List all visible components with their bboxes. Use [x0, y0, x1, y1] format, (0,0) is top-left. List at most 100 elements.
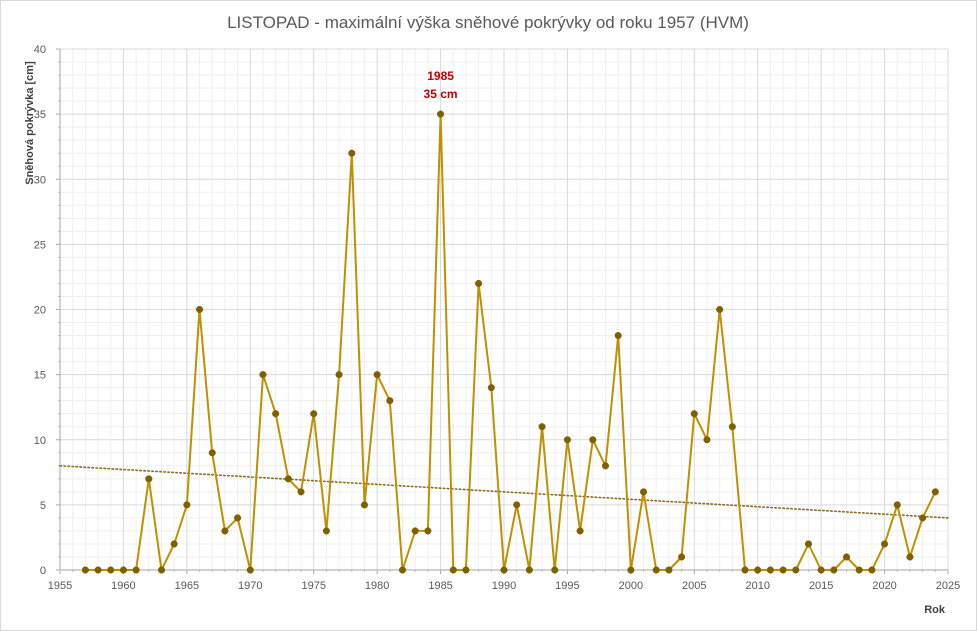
data-point — [360, 501, 369, 509]
data-point — [754, 566, 762, 574]
data-point — [817, 566, 825, 574]
data-point — [81, 566, 89, 574]
data-point — [931, 488, 939, 496]
x-tick-label: 2025 — [936, 580, 960, 592]
y-tick-label: 35 — [34, 109, 46, 121]
trendline — [59, 464, 949, 519]
annotations: 1985 35 cm — [424, 69, 458, 101]
x-tick-label: 1975 — [301, 580, 325, 592]
data-point — [601, 462, 610, 470]
data-point — [234, 514, 242, 522]
data-point — [906, 553, 914, 561]
data-point — [272, 410, 280, 418]
data-point — [462, 566, 470, 574]
x-tick-label: 1985 — [428, 580, 452, 592]
data-point — [398, 566, 407, 574]
data-point — [348, 149, 356, 157]
data-point — [766, 566, 774, 574]
y-tick-label: 30 — [34, 174, 46, 186]
data-point — [145, 475, 153, 483]
x-tick-label: 1980 — [365, 580, 389, 592]
data-point — [246, 566, 254, 574]
x-tick-label: 1960 — [111, 580, 135, 592]
data-point — [804, 540, 813, 548]
data-point — [665, 566, 673, 574]
data-point — [842, 553, 851, 561]
data-point — [373, 371, 381, 379]
trendline-line — [59, 464, 949, 519]
data-point — [259, 371, 267, 379]
data-point — [221, 527, 229, 535]
data-point — [741, 566, 749, 574]
data-point — [487, 384, 495, 392]
data-point — [830, 566, 838, 574]
y-tick-label: 20 — [34, 305, 46, 317]
data-point — [424, 527, 432, 535]
data-point — [195, 305, 204, 314]
y-tick-label: 10 — [34, 435, 46, 447]
data-point — [513, 501, 521, 509]
axes — [56, 48, 949, 574]
data-point — [893, 501, 901, 509]
data-point — [132, 566, 140, 574]
data-point — [551, 566, 559, 574]
x-tick-label: 2000 — [619, 580, 643, 592]
data-point — [157, 566, 166, 574]
annotation-year: 1985 — [427, 69, 454, 83]
data-point — [310, 410, 318, 418]
x-tick-label: 1995 — [555, 580, 579, 592]
data-point — [703, 436, 711, 444]
x-axis-title: Rok — [924, 604, 946, 616]
y-tick-label: 25 — [34, 239, 46, 251]
y-tick-label: 5 — [40, 500, 46, 512]
x-tick-label: 2020 — [872, 580, 896, 592]
x-tick-label: 1965 — [175, 580, 199, 592]
data-point — [437, 110, 445, 118]
data-point — [284, 475, 292, 483]
data-series — [81, 110, 939, 574]
chart-title: LISTOPAD - maximální výška sněhové pokrý… — [227, 13, 749, 32]
data-point — [881, 540, 889, 548]
data-point — [107, 566, 115, 574]
data-point — [690, 410, 698, 418]
data-point — [386, 397, 394, 405]
x-tick-label: 1990 — [492, 580, 516, 592]
series-line — [85, 113, 937, 571]
data-point — [728, 423, 736, 431]
data-point — [779, 566, 787, 574]
data-point — [475, 279, 483, 288]
x-tick-label: 2010 — [745, 580, 769, 592]
data-point — [411, 527, 419, 535]
y-tick-label: 40 — [34, 44, 46, 56]
data-point — [652, 566, 660, 574]
data-point — [170, 540, 178, 548]
data-point — [449, 566, 457, 574]
x-tick-label: 2015 — [809, 580, 833, 592]
data-point — [297, 488, 305, 496]
x-tick-label: 1970 — [238, 580, 262, 592]
data-point — [94, 566, 102, 574]
data-point — [589, 436, 597, 444]
y-axis-title: Sněhová pokrývka [cm] — [24, 61, 36, 185]
data-point — [716, 305, 724, 314]
data-point — [322, 527, 330, 535]
data-point — [855, 566, 863, 574]
tick-labels: 1955 1960 1965 1970 1975 1980 1985 1990 1995 2000… — [34, 44, 960, 592]
data-point — [208, 449, 216, 457]
data-point — [183, 501, 191, 509]
data-point — [525, 566, 533, 574]
data-point — [919, 514, 927, 522]
x-tick-label: 1955 — [48, 580, 72, 592]
data-point — [639, 488, 648, 496]
x-tick-label: 2005 — [682, 580, 706, 592]
data-point — [119, 566, 127, 574]
data-point — [500, 566, 508, 574]
data-point — [335, 371, 343, 379]
data-point — [792, 566, 800, 574]
data-point — [563, 436, 571, 444]
data-point — [576, 527, 584, 535]
data-point — [678, 553, 686, 561]
y-tick-label: 15 — [34, 370, 46, 382]
